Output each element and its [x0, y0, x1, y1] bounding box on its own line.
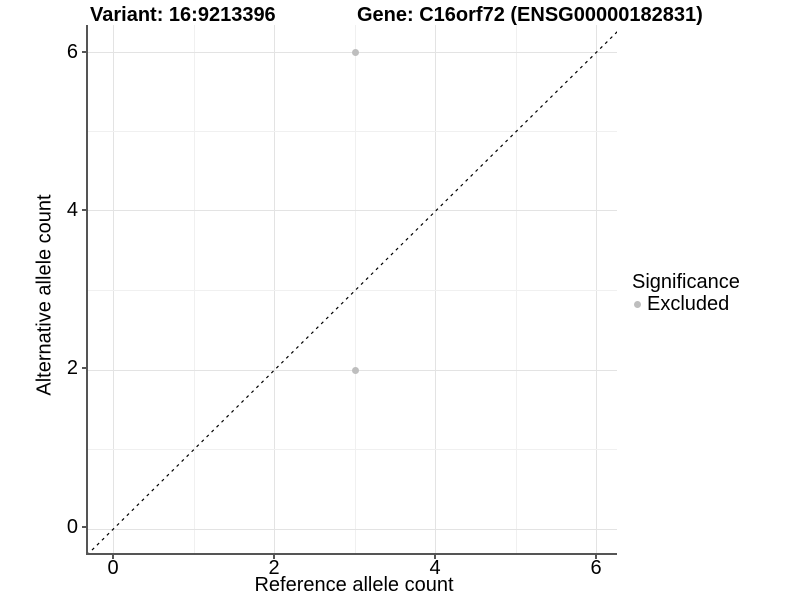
identity-dashed-line [88, 31, 617, 553]
y-tick-label-6: 6 [66, 41, 78, 63]
y-tick-label-4: 4 [66, 199, 78, 221]
gridline-major-x6 [596, 25, 597, 553]
legend: Significance Excluded [632, 271, 740, 315]
plot-panel [88, 25, 617, 553]
gridline-minor-x5 [516, 25, 517, 553]
gridline-minor-y3 [88, 290, 617, 291]
y-axis-line [86, 25, 88, 555]
plot-title-gene: Gene: C16orf72 (ENSG00000182831) [357, 4, 703, 26]
gridline-minor-y5 [88, 131, 617, 132]
plot-title-variant: Variant: 16:9213396 [90, 4, 276, 26]
data-point [351, 48, 359, 56]
y-tick-mark-4 [82, 209, 86, 211]
gridline-major-y4 [88, 210, 617, 211]
gridline-major-y0 [88, 529, 617, 530]
x-axis-title: Reference allele count [254, 574, 454, 596]
y-tick-label-2: 2 [66, 357, 78, 379]
x-tick-mark-2 [273, 555, 275, 559]
y-tick-mark-0 [82, 526, 86, 528]
y-tick-label-0: 0 [66, 516, 78, 538]
x-tick-mark-6 [595, 555, 597, 559]
excluded-point-icon [634, 300, 641, 308]
legend-title: Significance [632, 271, 740, 293]
gridline-minor-x3 [355, 25, 356, 553]
gridline-minor-y1 [88, 449, 617, 450]
y-tick-mark-2 [82, 367, 86, 369]
x-tick-label-0: 0 [107, 557, 119, 579]
x-tick-label-6: 6 [590, 557, 602, 579]
y-axis-title: Alternative allele count [33, 194, 56, 396]
gridline-minor-x1 [194, 25, 195, 553]
x-tick-mark-4 [434, 555, 436, 559]
legend-item-excluded: Excluded [632, 293, 740, 315]
x-tick-mark-0 [112, 555, 114, 559]
x-tick-label-2: 2 [268, 557, 280, 579]
gridline-major-x0 [113, 25, 114, 553]
x-tick-label-4: 4 [429, 557, 441, 579]
legend-item-label: Excluded [647, 293, 730, 315]
gridline-major-x2 [274, 25, 275, 553]
x-axis-line [86, 553, 617, 555]
gridline-major-x4 [435, 25, 436, 553]
y-tick-mark-6 [82, 51, 86, 53]
data-point [351, 366, 359, 374]
